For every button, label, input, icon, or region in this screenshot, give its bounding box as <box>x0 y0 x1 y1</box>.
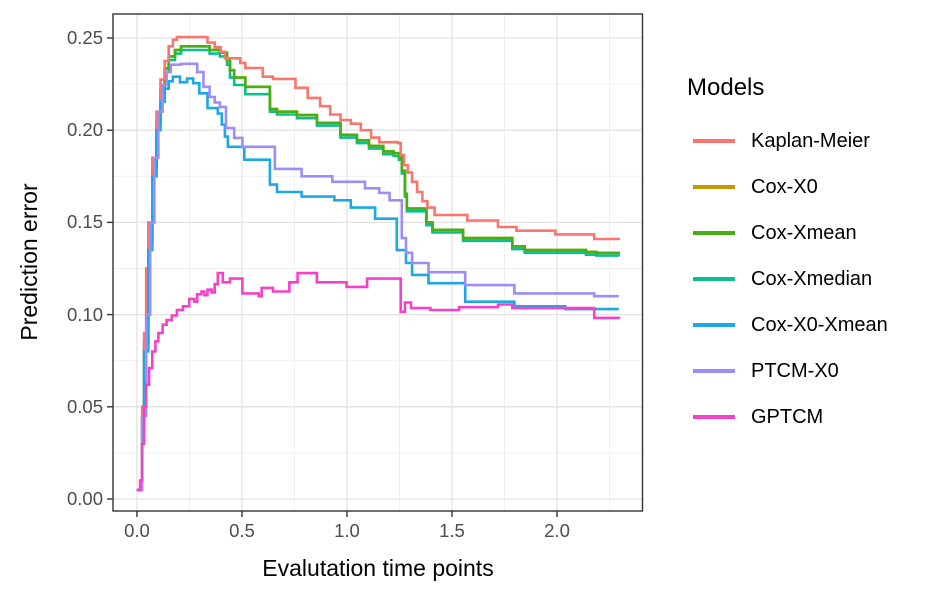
x-axis-title: Evalutation time points <box>262 555 494 581</box>
legend-items: Kaplan-Meier Cox-X0 Cox-Xmean Cox-Xmedian Co… <box>687 118 888 440</box>
y-tick-label: 0.15 <box>66 211 103 233</box>
y-axis-title: Prediction error <box>16 183 42 341</box>
legend-label: PTCM-X0 <box>751 359 839 382</box>
panel-background <box>113 14 643 511</box>
legend-key-line-kaplan-meier <box>693 139 735 143</box>
y-tick-label: 0.00 <box>66 488 103 509</box>
series-line-cox-x0-xmean <box>136 75 619 492</box>
legend-key-line-gptcm <box>693 415 735 419</box>
x-tick-label: 1.5 <box>439 520 465 541</box>
legend-item-cox-xmean: Cox-Xmean <box>687 210 888 256</box>
legend-item-kaplan-meier: Kaplan-Meier <box>687 118 888 164</box>
series-line-kaplan-meier <box>136 35 621 492</box>
series-line-ptcm-x0 <box>136 62 619 492</box>
legend-label: Cox-Xmedian <box>751 267 873 290</box>
legend-item-ptcm-x0: PTCM-X0 <box>687 348 888 394</box>
y-tick-label: 0.25 <box>66 26 103 48</box>
y-tick-label: 0.10 <box>66 303 103 325</box>
x-tick-label: 0.0 <box>124 520 150 541</box>
x-tick-label: 2.0 <box>544 520 570 541</box>
legend-key-line-ptcm-x0 <box>693 369 735 373</box>
x-tick-label: 0.5 <box>229 520 255 541</box>
legend-key-line-cox-x0 <box>693 185 735 189</box>
legend-item-cox-x0-xmean: Cox-X0-Xmean <box>687 302 888 348</box>
y-tick-label: 0.05 <box>66 395 103 417</box>
legend-label: Cox-X0 <box>751 175 818 198</box>
legend-label: Cox-X0-Xmean <box>751 313 888 336</box>
legend: Models Kaplan-Meier Cox-X0 Cox-Xmean Cox-Xm… <box>687 74 888 440</box>
legend-key-line-cox-x0-xmean <box>693 323 735 327</box>
legend-label: GPTCM <box>751 405 824 428</box>
y-tick-label: 0.20 <box>66 119 103 141</box>
series-line-gptcm <box>136 271 621 492</box>
x-tick-label: 1.0 <box>334 520 360 541</box>
legend-label: Kaplan-Meier <box>751 129 870 152</box>
legend-key-line-cox-xmedian <box>693 277 735 281</box>
legend-item-cox-xmedian: Cox-Xmedian <box>687 256 888 302</box>
legend-label: Cox-Xmean <box>751 221 857 244</box>
legend-title: Models <box>687 74 765 101</box>
panel-border <box>112 13 644 512</box>
legend-key-line-cox-xmean <box>693 231 735 235</box>
legend-item-gptcm: GPTCM <box>687 394 888 440</box>
legend-item-cox-x0: Cox-X0 <box>687 164 888 210</box>
